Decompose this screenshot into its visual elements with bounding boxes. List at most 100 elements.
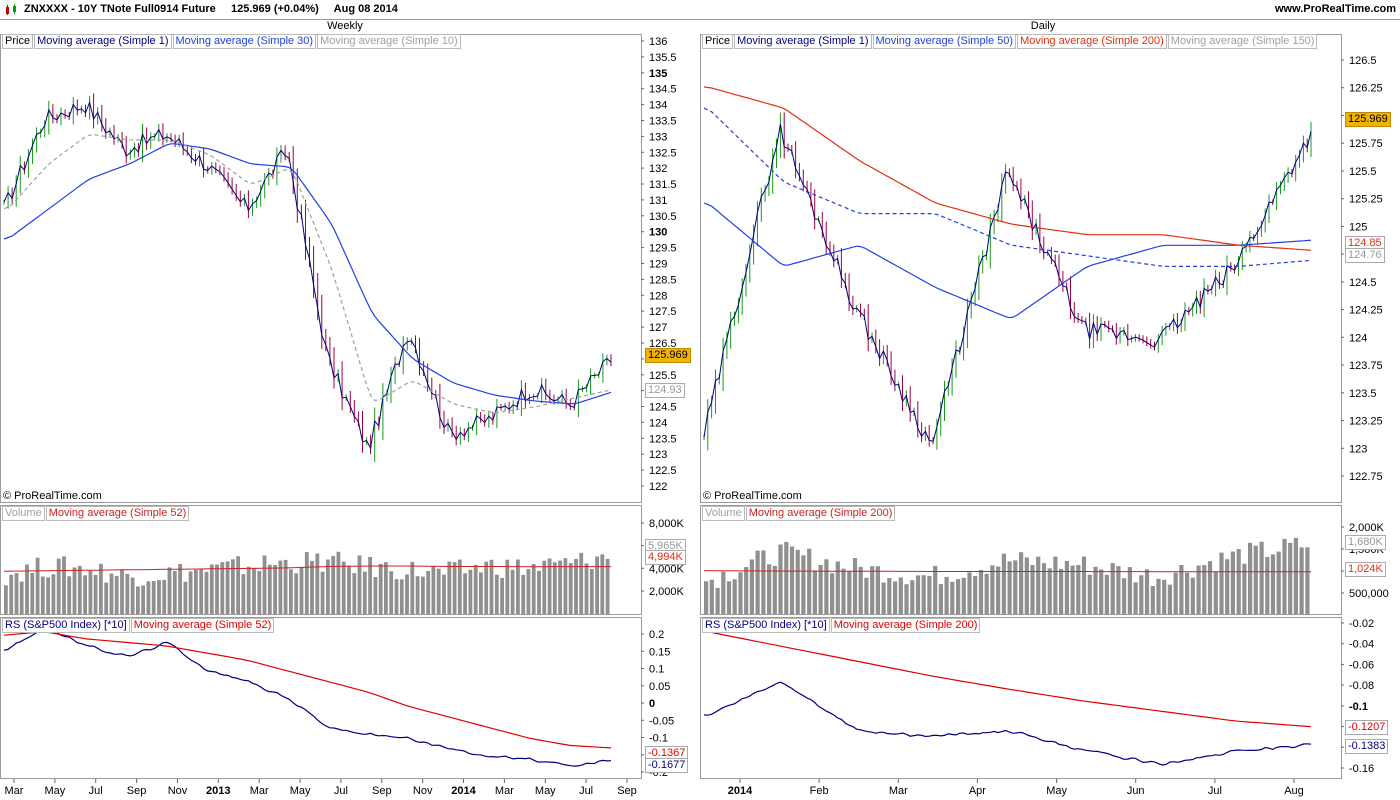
d-volume-bar — [1185, 572, 1190, 614]
d-price-tick-label: 124.5 — [1349, 277, 1377, 289]
daily-last-price-tag: 125.969 — [1345, 112, 1391, 127]
w-volume-bar — [225, 561, 230, 614]
d-volume-bar — [1202, 565, 1207, 614]
d-volume-bar — [984, 573, 989, 614]
d-volume-bar — [704, 581, 709, 614]
legend-volume-ma[interactable]: Moving average (Simple 200) — [745, 506, 896, 521]
w-volume-bar — [489, 559, 494, 614]
w-x-axis-label: 2014 — [451, 785, 476, 797]
w-price-tick-label: 131.5 — [649, 179, 677, 191]
w-price-tick-label: 134.5 — [649, 84, 677, 96]
w-rs-tick-label: -0.1 — [649, 733, 668, 745]
w-volume-bar — [162, 579, 167, 614]
weekly-volume-ma-tag: 4,994K — [645, 550, 686, 565]
w-volume-bar — [231, 559, 235, 614]
w-volume-bar — [194, 569, 198, 614]
legend-volume[interactable]: Volume — [2, 506, 45, 521]
weekly-ma-tag: 124.93 — [645, 383, 685, 398]
d-volume-bar — [1150, 586, 1155, 614]
w-rs-tick-label: -0.05 — [649, 715, 674, 727]
w-volume-bar — [172, 571, 177, 614]
w-volume-bar — [589, 569, 594, 614]
d-volume-bar — [996, 566, 1001, 614]
w-volume-tick-label: 4,000K — [649, 563, 685, 575]
w-volume-bar — [157, 580, 161, 614]
instrument-title: ZNXXXX - 10Y TNote Full0914 Future 125.9… — [24, 3, 398, 15]
d-volume-bar — [1179, 565, 1184, 614]
symbol-name: ZNXXXX - 10Y TNote Full0914 Future — [24, 3, 216, 15]
w-volume-bar — [399, 579, 404, 614]
d-volume-bar — [910, 580, 915, 614]
w-volume-bar — [463, 573, 467, 614]
w-volume-bar — [452, 562, 457, 614]
d-volume-bar — [858, 566, 863, 614]
d-rs-tick-label: -0.04 — [1349, 639, 1374, 651]
w-volume-bar — [516, 559, 520, 614]
w-rs-tick-label: 0 — [649, 698, 655, 710]
w-price-tick-label: 133.5 — [649, 116, 677, 128]
legend-price[interactable]: Price — [702, 34, 734, 49]
w-price-tick-label: 126.5 — [649, 338, 677, 350]
legend-ma-simple-1[interactable]: Moving average (Simple 1) — [734, 34, 872, 49]
legend-ma-simple-200[interactable]: Moving average (Simple 200) — [1017, 34, 1167, 49]
d-volume-bar — [990, 565, 995, 614]
d-volume-bar — [1213, 571, 1218, 614]
w-volume-ma-line — [3, 565, 611, 572]
d-rs-tick-label: -0.16 — [1349, 763, 1374, 775]
w-volume-bar — [9, 574, 14, 614]
w-x-axis-label: 2013 — [206, 785, 230, 797]
d-volume-bar — [755, 550, 760, 614]
d-rs-tick-label: -0.02 — [1349, 618, 1374, 630]
d-volume-bar — [944, 576, 949, 614]
w-x-axis-label: Mar — [5, 785, 24, 797]
w-volume-bar — [51, 574, 56, 614]
legend-price[interactable]: Price — [2, 34, 34, 49]
d-volume-bar — [1036, 556, 1041, 614]
d-volume-bar — [870, 566, 875, 614]
w-volume-bar — [294, 573, 299, 614]
legend-rs-ma[interactable]: Moving average (Simple 52) — [130, 618, 275, 633]
w-volume-bar — [67, 576, 72, 614]
d-volume-bar — [789, 546, 795, 614]
d-volume-bar — [812, 570, 817, 614]
w-rs-tick-label: 0.15 — [649, 646, 670, 658]
d-volume-bar — [818, 565, 823, 614]
d-volume-bar — [1133, 582, 1138, 614]
legend-rs[interactable]: RS (S&P500 Index) [*10] — [702, 618, 830, 633]
d-volume-tick-label: 500,000 — [1349, 588, 1389, 600]
w-volume-bar — [283, 559, 288, 614]
w-volume-bar — [30, 573, 35, 614]
d-rs-panel-frame — [700, 617, 1342, 779]
legend-volume[interactable]: Volume — [702, 506, 745, 521]
d-volume-bar — [1122, 578, 1127, 614]
d-volume-bar — [749, 559, 754, 614]
site-url[interactable]: www.ProRealTime.com — [1274, 3, 1396, 15]
d-price-tick-label: 125.25 — [1349, 194, 1383, 206]
legend-ma-simple-50[interactable]: Moving average (Simple 50) — [872, 34, 1017, 49]
w-rs-panel-frame — [0, 617, 642, 779]
d-volume-bar — [1139, 575, 1144, 614]
legend-ma-simple-1[interactable]: Moving average (Simple 1) — [34, 34, 172, 49]
legend-ma-simple-150[interactable]: Moving average (Simple 150) — [1167, 34, 1318, 49]
w-volume-bar — [558, 560, 562, 614]
w-volume-bar — [595, 556, 599, 614]
w-price-tick-label: 131 — [649, 195, 667, 207]
legend-rs[interactable]: RS (S&P500 Index) [*10] — [2, 618, 130, 633]
legend-rs-ma[interactable]: Moving average (Simple 200) — [830, 618, 981, 633]
daily-rs-ma-tag: -0.1207 — [1345, 720, 1389, 735]
d-volume-bar — [1230, 551, 1235, 614]
w-price-tick-label: 128 — [649, 290, 667, 302]
daily-volume-legend: Volume Moving average (Simple 200) — [702, 506, 896, 521]
w-volume-bar — [289, 569, 293, 614]
legend-ma-simple-10[interactable]: Moving average (Simple 10) — [317, 34, 461, 49]
legend-ma-simple-30[interactable]: Moving average (Simple 30) — [172, 34, 317, 49]
legend-volume-ma[interactable]: Moving average (Simple 52) — [45, 506, 190, 521]
weekly-rs-legend: RS (S&P500 Index) [*10] Moving average (S… — [2, 618, 275, 633]
w-volume-bar — [72, 567, 77, 614]
weekly-volume-legend: Volume Moving average (Simple 52) — [2, 506, 190, 521]
d-volume-bar — [778, 544, 783, 614]
w-volume-bar — [104, 582, 109, 614]
d-volume-bar — [893, 581, 898, 614]
w-price-tick-label: 135 — [649, 68, 667, 80]
d-volume-bar — [1110, 563, 1115, 614]
